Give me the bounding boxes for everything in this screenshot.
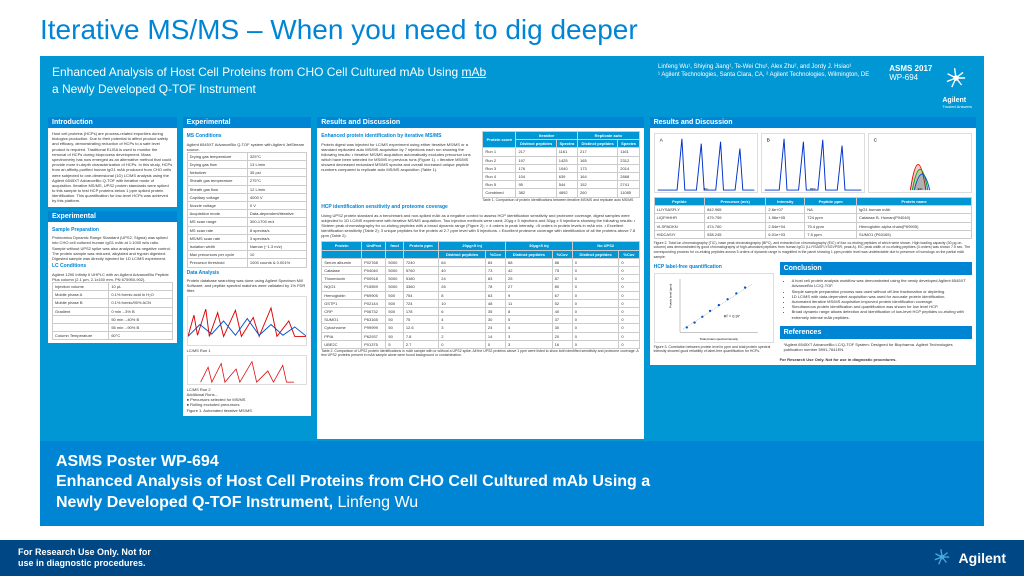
panel-experimental-2: Experimental MS Conditions Agilent 6545X… xyxy=(183,117,312,416)
poster-authors: Linfeng Wu¹, Shiying Jiang¹, Te-Wei Chu¹… xyxy=(658,64,869,80)
svg-text:BPC: BPC xyxy=(810,187,816,191)
panel-references: References ¹Agilent 6545XT AdvanceBio LC… xyxy=(780,326,972,355)
figure-3-scatter: Total protein spectral intensity Protein… xyxy=(654,273,774,343)
figure-1-run1 xyxy=(187,296,308,346)
slide-title: Iterative MS/MS – When you need to dig d… xyxy=(0,0,1024,56)
caption-line2: Enhanced Analysis of Host Cell Proteins … xyxy=(56,471,968,514)
table-1: Protein scoreIterativeReplicate auto Dis… xyxy=(482,131,639,198)
panel-results-1: Results and Discussion Enhanced protein … xyxy=(317,117,643,439)
svg-text:EIC: EIC xyxy=(918,187,923,191)
poster-body: Introduction Host cell proteins (HCPs) a… xyxy=(40,117,984,447)
poster-meta: ASMS 2017WP-694 xyxy=(889,64,932,82)
footer-brand: Agilent xyxy=(931,546,1006,571)
figure-2b: B BPC xyxy=(761,133,865,193)
footer: For Research Use Only. Not foruse in dia… xyxy=(0,540,1024,576)
poster-title: Enhanced Analysis of Host Cell Proteins … xyxy=(52,64,638,98)
agilent-logo-icon: Agilent Trusted Answers xyxy=(942,64,972,109)
figure-1-run2 xyxy=(187,355,308,385)
svg-text:B: B xyxy=(766,138,769,144)
svg-text:Protein level (ppm): Protein level (ppm) xyxy=(668,283,672,307)
svg-text:C: C xyxy=(874,138,878,144)
caption-line1: ASMS Poster WP-694 xyxy=(56,453,968,471)
figure-2a: A TIC xyxy=(654,133,758,193)
scatter-xlabel: Total protein spectral intensity xyxy=(699,337,738,341)
col-3: Results and Discussion Enhanced protein … xyxy=(317,117,643,439)
caption-bar: ASMS Poster WP-694 Enhanced Analysis of … xyxy=(40,441,984,526)
lc-table: Injection volume10 µLMobile phase A0.1% … xyxy=(52,282,173,340)
panel-experimental-1: Experimental Sample Preparation Proteomi… xyxy=(48,211,177,344)
poster-title-l1: Enhanced Analysis of Host Cell Proteins … xyxy=(52,65,458,79)
table-2: ProteinUniProtfmolProtein ppm20µg×5 inj3… xyxy=(321,241,639,348)
svg-text:TIC: TIC xyxy=(703,187,708,191)
poster-header: Enhanced Analysis of Host Cell Proteins … xyxy=(40,56,984,117)
peptide-table: PeptidePrecursor (m/z)IntensityPeptide p… xyxy=(654,197,972,239)
panel-intro: Introduction Host cell proteins (HCPs) a… xyxy=(48,117,177,207)
svg-text:R² = 0.97: R² = 0.97 xyxy=(723,313,739,318)
poster-container: Enhanced Analysis of Host Cell Proteins … xyxy=(40,56,984,444)
panel-conclusion: Conclusion A host cell protein analysis … xyxy=(780,262,972,323)
footer-disclaimer: For Research Use Only. Not foruse in dia… xyxy=(18,547,151,569)
agilent-spark-icon xyxy=(931,546,953,571)
col-4: Results and Discussion ATIC BBPC CEIC P xyxy=(650,117,976,439)
col-1: Introduction Host cell proteins (HCPs) a… xyxy=(48,117,177,439)
col-2: Experimental MS Conditions Agilent 6545X… xyxy=(183,117,312,439)
ms-table: Drying gas temperature325°CDrying gas fl… xyxy=(187,152,308,268)
panel-results-2: Results and Discussion ATIC BBPC CEIC P xyxy=(650,117,976,365)
figure-2c: C EIC xyxy=(868,133,972,193)
svg-text:A: A xyxy=(659,138,663,144)
poster-title-l2: a Newly Developed Q-TOF Instrument xyxy=(52,82,256,96)
